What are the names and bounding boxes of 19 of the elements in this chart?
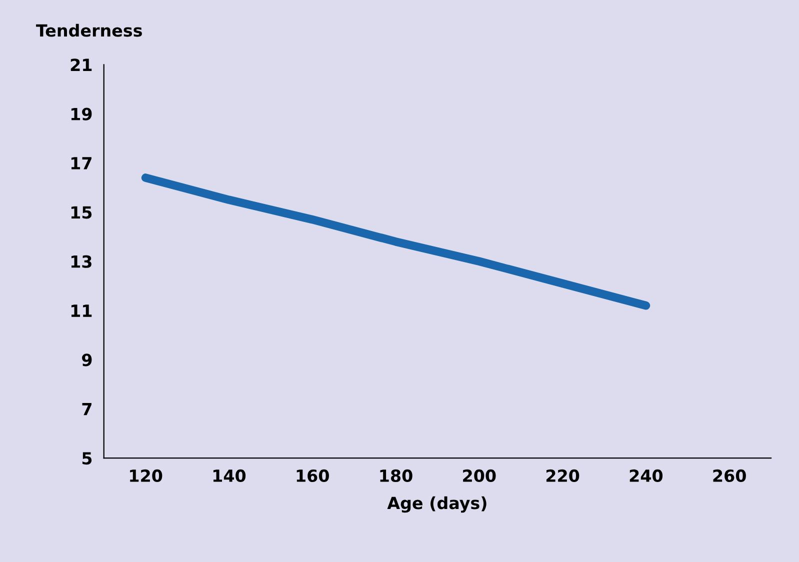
x-axis-title: Age (days) [387, 496, 486, 513]
y-axis-title: Tenderness [36, 24, 142, 37]
y-tick-label: 9 [82, 354, 92, 366]
y-tick-label: 19 [71, 108, 92, 120]
x-tick-label: 220 [546, 469, 580, 482]
x-tick-label: 200 [463, 469, 496, 482]
y-tick-label: 7 [82, 403, 92, 416]
y-tick-label: 13 [71, 255, 92, 268]
y-tick-label: 17 [71, 157, 92, 170]
y-tick-label: 11 [71, 304, 92, 317]
x-tick-label: 160 [296, 469, 329, 482]
y-tick-label: 15 [71, 206, 92, 219]
x-tick-label: 260 [713, 469, 746, 482]
x-tick-label: 140 [213, 469, 246, 482]
x-tick-label: 120 [130, 469, 162, 482]
x-tick-label: 240 [630, 469, 663, 482]
y-tick-label: 21 [70, 58, 92, 71]
x-tick-label: 180 [380, 469, 412, 482]
y-tick-label: 5 [82, 452, 92, 465]
